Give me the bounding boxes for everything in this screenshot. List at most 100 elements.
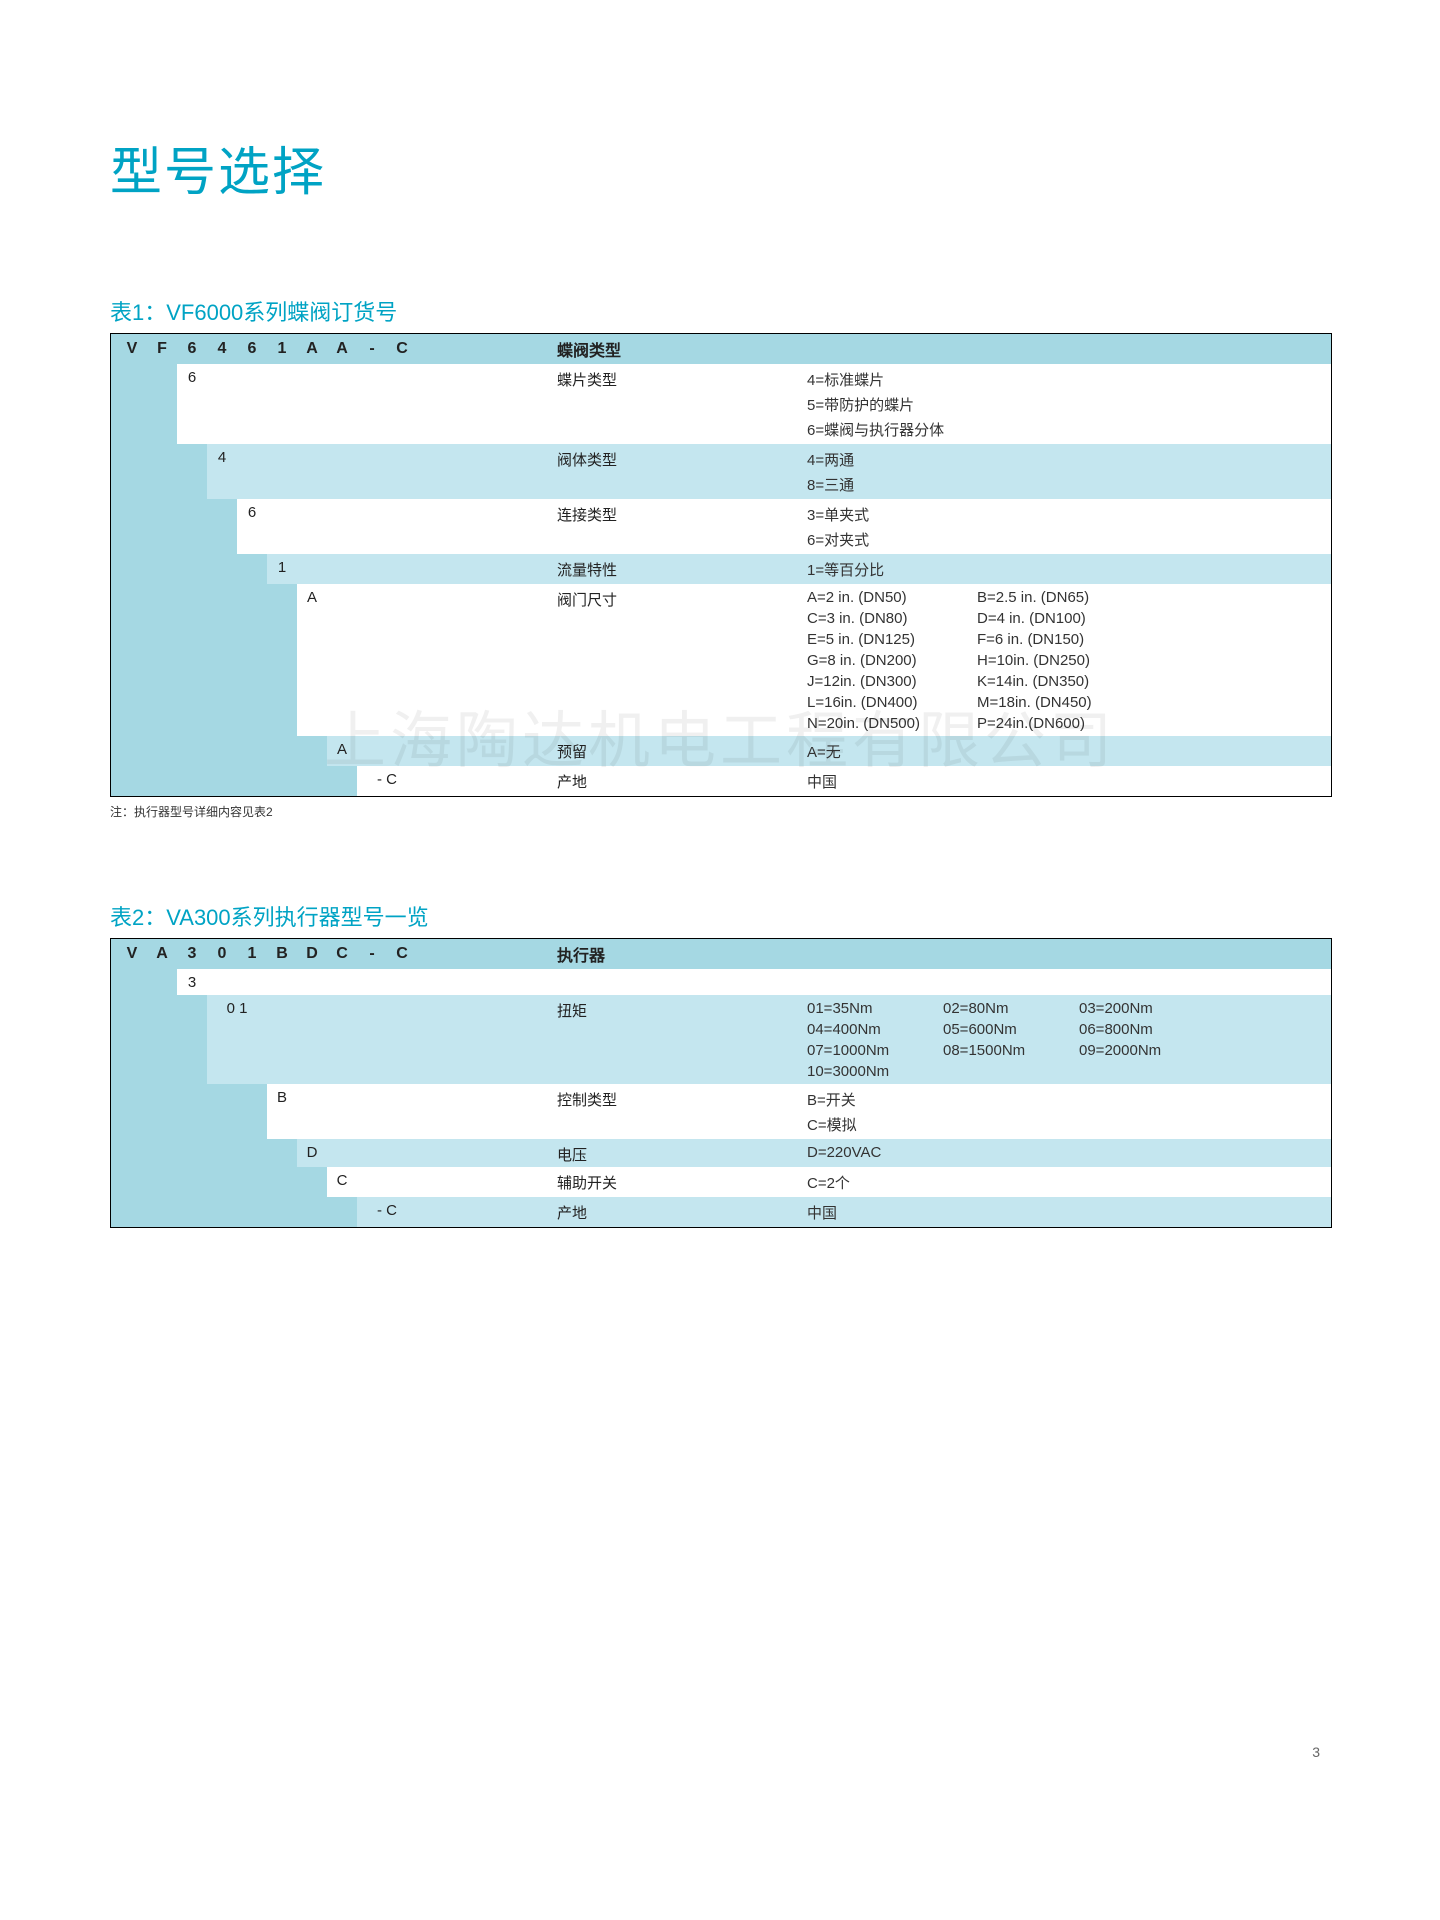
value-item: B=开关 [807,1089,1207,1110]
spec-row: - C产地中国 [111,1197,1331,1227]
row-values: 4=两通8=三通 [807,444,1331,499]
value-item: 07=1000Nm [807,1042,937,1059]
row-label: 阀体类型 [547,444,807,499]
row-code: 3 [177,969,207,995]
spec-row: - C产地中国 [111,766,1331,796]
row-gap [297,1084,547,1139]
value-item: J=12in. (DN300) [807,673,967,690]
spec-row: 0 1扭矩01=35Nm02=80Nm03=200Nm04=400Nm05=60… [111,995,1331,1084]
row-gap [417,1197,547,1227]
row-label [547,969,807,995]
table2-caption: 表2：VA300系列执行器型号一览 [110,900,1330,932]
code-char: C [387,945,417,963]
code-char: F [147,340,177,358]
stair-fill [111,584,297,736]
spec-row: D电压D=220VAC [111,1139,1331,1167]
spec-row: A 预留A=无 [111,736,1331,766]
stair-fill [111,1167,327,1197]
row-label: 阀门尺寸 [547,584,807,736]
stair-fill [111,444,207,499]
row-gap [327,584,547,736]
code-char: D [297,945,327,963]
row-gap [267,499,547,554]
value-item: M=18in. (DN450) [977,694,1137,711]
row-gap [207,364,547,444]
code-char: 1 [267,340,297,358]
stair-fill [111,554,267,584]
table1: VF6461AA-C 蝶阀类型 6蝶片类型4=标准蝶片5=带防护的蝶片6=蝶阀与… [110,333,1332,797]
stair-fill [111,364,177,444]
value-item: A=无 [807,741,1207,762]
stair-fill [111,499,237,554]
row-code: 1 [267,554,297,584]
row-label: 扭矩 [547,995,807,1084]
value-item: 09=2000Nm [1079,1042,1209,1059]
value-item: A=2 in. (DN50) [807,589,967,606]
value-item: N=20in. (DN500) [807,715,967,732]
code-char: C [387,340,417,358]
value-item: 中国 [807,1202,1207,1223]
value-item: K=14in. (DN350) [977,673,1137,690]
row-code: 4 [207,444,237,499]
row-gap [267,995,547,1084]
row-code: C [327,1167,357,1197]
row-label: 预留 [547,736,807,766]
row-code: 0 1 [207,995,267,1084]
row-values [807,969,1331,995]
spec-row: C辅助开关C=2个 [111,1167,1331,1197]
row-gap [207,969,547,995]
value-item: B=2.5 in. (DN65) [977,589,1137,606]
spec-row: 6蝶片类型4=标准蝶片5=带防护的蝶片6=蝶阀与执行器分体 [111,364,1331,444]
value-item: C=2个 [807,1172,1207,1193]
row-values: C=2个 [807,1167,1331,1197]
stair-fill [111,969,177,995]
value-item: 4=标准蝶片 [807,369,1207,390]
row-label: 连接类型 [547,499,807,554]
page-number: 3 [1312,1744,1320,1760]
value-item: H=10in. (DN250) [977,652,1137,669]
value-item: 6=蝶阀与执行器分体 [807,419,1207,440]
code-char: V [117,945,147,963]
row-values: B=开关C=模拟 [807,1084,1331,1139]
row-label: 控制类型 [547,1084,807,1139]
stair-fill [111,1084,267,1139]
row-label: 产地 [547,1197,807,1227]
stair-fill [111,1139,297,1167]
table2-header-label: 执行器 [547,942,605,966]
value-item: 10=3000Nm [807,1063,937,1080]
row-code: B [267,1084,297,1139]
code-char: A [327,340,357,358]
value-item: 8=三通 [807,474,1207,495]
value-item: 01=35Nm [807,1000,937,1017]
value-item: D=4 in. (DN100) [977,610,1137,627]
value-item: 05=600Nm [943,1021,1073,1038]
code-char: C [327,945,357,963]
row-values: D=220VAC [807,1139,1331,1167]
code-char: 0 [207,945,237,963]
value-item: F=6 in. (DN150) [977,631,1137,648]
row-code: A [327,736,357,766]
row-code: 6 [237,499,267,554]
value-item: G=8 in. (DN200) [807,652,967,669]
row-label: 产地 [547,766,807,796]
table1-code-cells: VF6461AA-C [111,340,417,358]
value-item: 02=80Nm [943,1000,1073,1017]
spec-row: A阀门尺寸A=2 in. (DN50)B=2.5 in. (DN65)C=3 i… [111,584,1331,736]
spec-row: B 控制类型B=开关C=模拟 [111,1084,1331,1139]
code-char: - [357,945,387,963]
value-item: L=16in. (DN400) [807,694,967,711]
code-char: B [267,945,297,963]
stair-fill [111,736,327,766]
row-gap [357,736,547,766]
code-char: V [117,340,147,358]
value-item: 5=带防护的蝶片 [807,394,1207,415]
value-item: 04=400Nm [807,1021,937,1038]
row-code: 6 [177,364,207,444]
table2-header-bar: VA301BDC-C 执行器 [111,939,1331,969]
row-label: 流量特性 [547,554,807,584]
code-char: A [147,945,177,963]
spec-row: 3 [111,969,1331,995]
stair-fill [111,995,207,1084]
row-gap [417,766,547,796]
code-char: 6 [237,340,267,358]
